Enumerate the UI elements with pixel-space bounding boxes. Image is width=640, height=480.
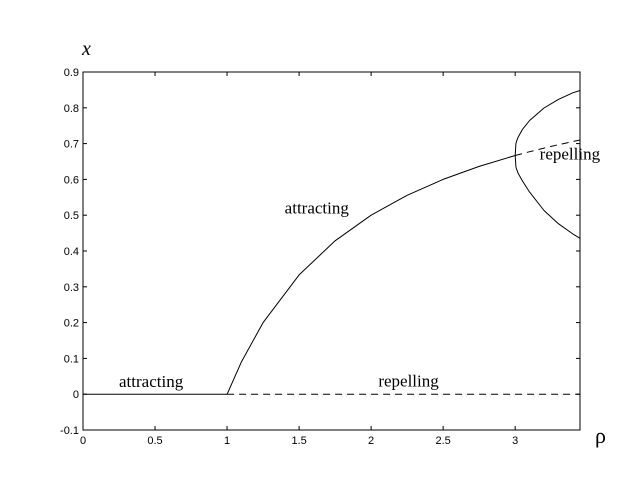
x-tick-label: 2 bbox=[368, 435, 374, 447]
annotation-group: attracting repelling attracting repelling bbox=[119, 145, 601, 391]
annotation-repelling: repelling bbox=[540, 145, 601, 164]
x-tick-label: 3 bbox=[512, 435, 518, 447]
series-group bbox=[83, 90, 581, 395]
y-tick-label: 0.8 bbox=[64, 103, 79, 115]
tick-group: 0 0.5 1 1.5 2 2.5 3-0.100.10.20.30.40.50.60.70… bbox=[60, 67, 580, 447]
x-axis-label: ρ bbox=[595, 423, 606, 448]
x-tick-label: 1 bbox=[224, 435, 230, 447]
y-tick-label: 0.2 bbox=[64, 318, 79, 330]
y-tick-label: 0.4 bbox=[64, 246, 79, 258]
x-tick-label: 0 bbox=[80, 435, 86, 447]
y-tick-label: 0.5 bbox=[64, 210, 79, 222]
annotation-attracting: attracting bbox=[285, 198, 350, 217]
x-tick-label: 1.5 bbox=[291, 435, 306, 447]
series-line-5-solid bbox=[514, 90, 581, 239]
x-tick-label: 0.5 bbox=[147, 435, 162, 447]
x-tick-label: 2.5 bbox=[435, 435, 450, 447]
annotation-repelling: repelling bbox=[378, 371, 439, 390]
y-tick-label: 0.1 bbox=[64, 353, 79, 365]
y-axis-label: x bbox=[81, 38, 91, 60]
y-tick-label: -0.1 bbox=[60, 425, 79, 437]
y-tick-label: 0.9 bbox=[64, 67, 79, 79]
series-line-3-solid bbox=[226, 155, 516, 395]
y-tick-label: 0 bbox=[73, 389, 79, 401]
y-tick-label: 0.6 bbox=[64, 174, 79, 186]
y-tick-label: 0.7 bbox=[64, 139, 79, 151]
y-tick-label: 0.3 bbox=[64, 282, 79, 294]
annotation-attracting: attracting bbox=[119, 372, 184, 391]
series-line-4-dashed bbox=[515, 139, 581, 156]
